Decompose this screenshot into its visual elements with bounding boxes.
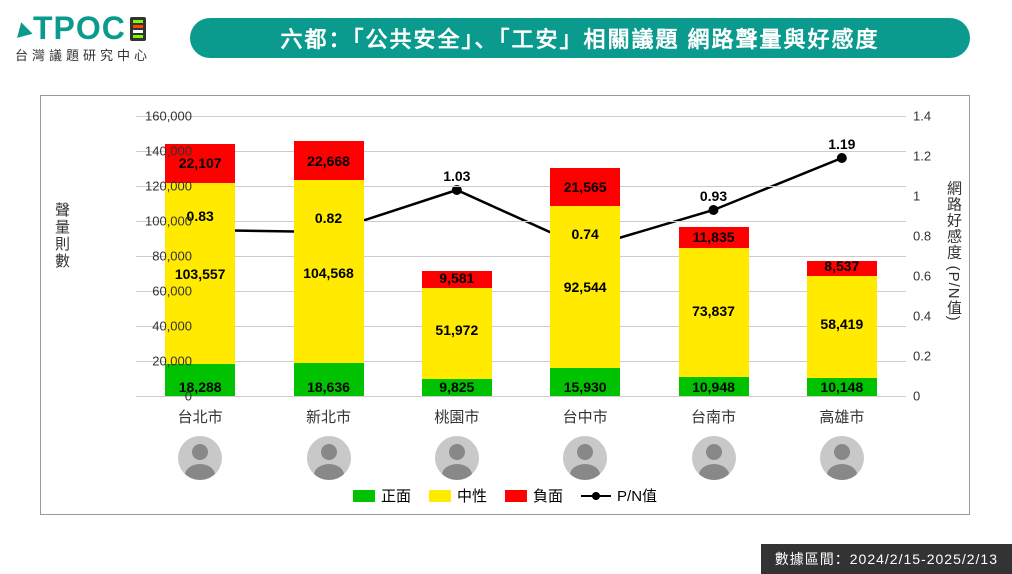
bar-label-positive: 10,948 bbox=[679, 379, 749, 395]
bar-label-positive: 15,930 bbox=[550, 379, 620, 395]
bar-label-positive: 18,636 bbox=[294, 379, 364, 395]
bar-label-positive: 9,825 bbox=[422, 379, 492, 395]
y1-tick: 120,000 bbox=[132, 179, 192, 194]
avatar bbox=[820, 436, 864, 480]
y1-tick: 80,000 bbox=[132, 249, 192, 264]
x-category-label: 台中市 bbox=[550, 406, 620, 427]
x-category-label: 高雄市 bbox=[807, 406, 877, 427]
y2-tick: 1.4 bbox=[913, 109, 953, 124]
x-category-label: 桃園市 bbox=[422, 406, 492, 427]
bar-column: 10,148 58,419 8,537 bbox=[807, 261, 877, 396]
bar-label-negative: 9,581 bbox=[422, 270, 492, 286]
footer-date-range: 數據區間：2024/2/15-2025/2/13 bbox=[761, 544, 1012, 574]
bar-column: 15,930 92,544 21,565 bbox=[550, 168, 620, 396]
pn-value-label: 0.82 bbox=[299, 210, 359, 226]
logo-subtitle: 台灣議題研究中心 bbox=[15, 45, 175, 64]
avatar bbox=[178, 436, 222, 480]
bar-label-positive: 10,148 bbox=[807, 379, 877, 395]
logo-text: TPOC bbox=[33, 10, 126, 47]
bar-label-neutral: 51,972 bbox=[422, 322, 492, 338]
bar-label-negative: 21,565 bbox=[550, 179, 620, 195]
plot-area: 18,288103,55722,1070.8318,636104,56822,6… bbox=[136, 116, 906, 396]
y1-tick: 40,000 bbox=[132, 319, 192, 334]
y2-tick: 0.4 bbox=[913, 309, 953, 324]
avatar bbox=[435, 436, 479, 480]
avatar bbox=[563, 436, 607, 480]
pn-value-label: 1.03 bbox=[427, 168, 487, 184]
avatar bbox=[692, 436, 736, 480]
y1-tick: 160,000 bbox=[132, 109, 192, 124]
pn-value-label: 1.19 bbox=[812, 136, 872, 152]
y1-tick: 140,000 bbox=[132, 144, 192, 159]
pn-marker bbox=[709, 205, 719, 215]
avatar bbox=[307, 436, 351, 480]
bar-label-neutral: 104,568 bbox=[294, 265, 364, 281]
logo-arrow-icon bbox=[13, 20, 32, 38]
y2-tick: 0 bbox=[913, 389, 953, 404]
legend-neutral: 中性 bbox=[429, 485, 487, 506]
y2-tick: 1.2 bbox=[913, 149, 953, 164]
bar-label-neutral: 73,837 bbox=[679, 303, 749, 319]
x-category-label: 台北市 bbox=[165, 406, 235, 427]
y2-tick: 0.2 bbox=[913, 349, 953, 364]
legend: 正面 中性 負面 P/N值 bbox=[353, 485, 657, 506]
bar-label-neutral: 58,419 bbox=[807, 316, 877, 332]
y2-tick: 1 bbox=[913, 189, 953, 204]
legend-pn: P/N值 bbox=[581, 485, 657, 506]
y2-tick: 0.6 bbox=[913, 269, 953, 284]
bar-column: 10,948 73,837 11,835 bbox=[679, 227, 749, 396]
y1-tick: 100,000 bbox=[132, 214, 192, 229]
y1-tick: 20,000 bbox=[132, 354, 192, 369]
y2-tick: 0.8 bbox=[913, 229, 953, 244]
bar-column: 18,636 104,568 22,668 bbox=[294, 141, 364, 396]
bar-label-neutral: 92,544 bbox=[550, 279, 620, 295]
chart-container: 聲量則數 網路好感度 (P/N值) 18,288103,55722,1070.8… bbox=[40, 95, 970, 515]
y1-tick: 0 bbox=[132, 389, 192, 404]
pn-value-label: 0.93 bbox=[684, 188, 744, 204]
y1-tick: 60,000 bbox=[132, 284, 192, 299]
bar-label-neutral: 103,557 bbox=[165, 266, 235, 282]
logo-box-icon bbox=[130, 17, 146, 41]
x-category-label: 新北市 bbox=[294, 406, 364, 427]
bar-label-negative: 22,668 bbox=[294, 153, 364, 169]
logo-main: TPOC bbox=[15, 10, 175, 47]
pn-value-label: 0.74 bbox=[555, 226, 615, 242]
bar-column: 9,825 51,972 9,581 bbox=[422, 271, 492, 396]
bar-label-negative: 11,835 bbox=[679, 229, 749, 245]
logo: TPOC 台灣議題研究中心 bbox=[15, 10, 175, 64]
bar-label-negative: 8,537 bbox=[807, 258, 877, 274]
x-category-label: 台南市 bbox=[679, 406, 749, 427]
legend-positive: 正面 bbox=[353, 485, 411, 506]
y1-axis-label: 聲量則數 bbox=[51, 202, 72, 270]
legend-negative: 負面 bbox=[505, 485, 563, 506]
pn-marker bbox=[837, 153, 847, 163]
chart-title: 六都：「公共安全」、「工安」相關議題 網路聲量與好感度 bbox=[190, 18, 970, 58]
